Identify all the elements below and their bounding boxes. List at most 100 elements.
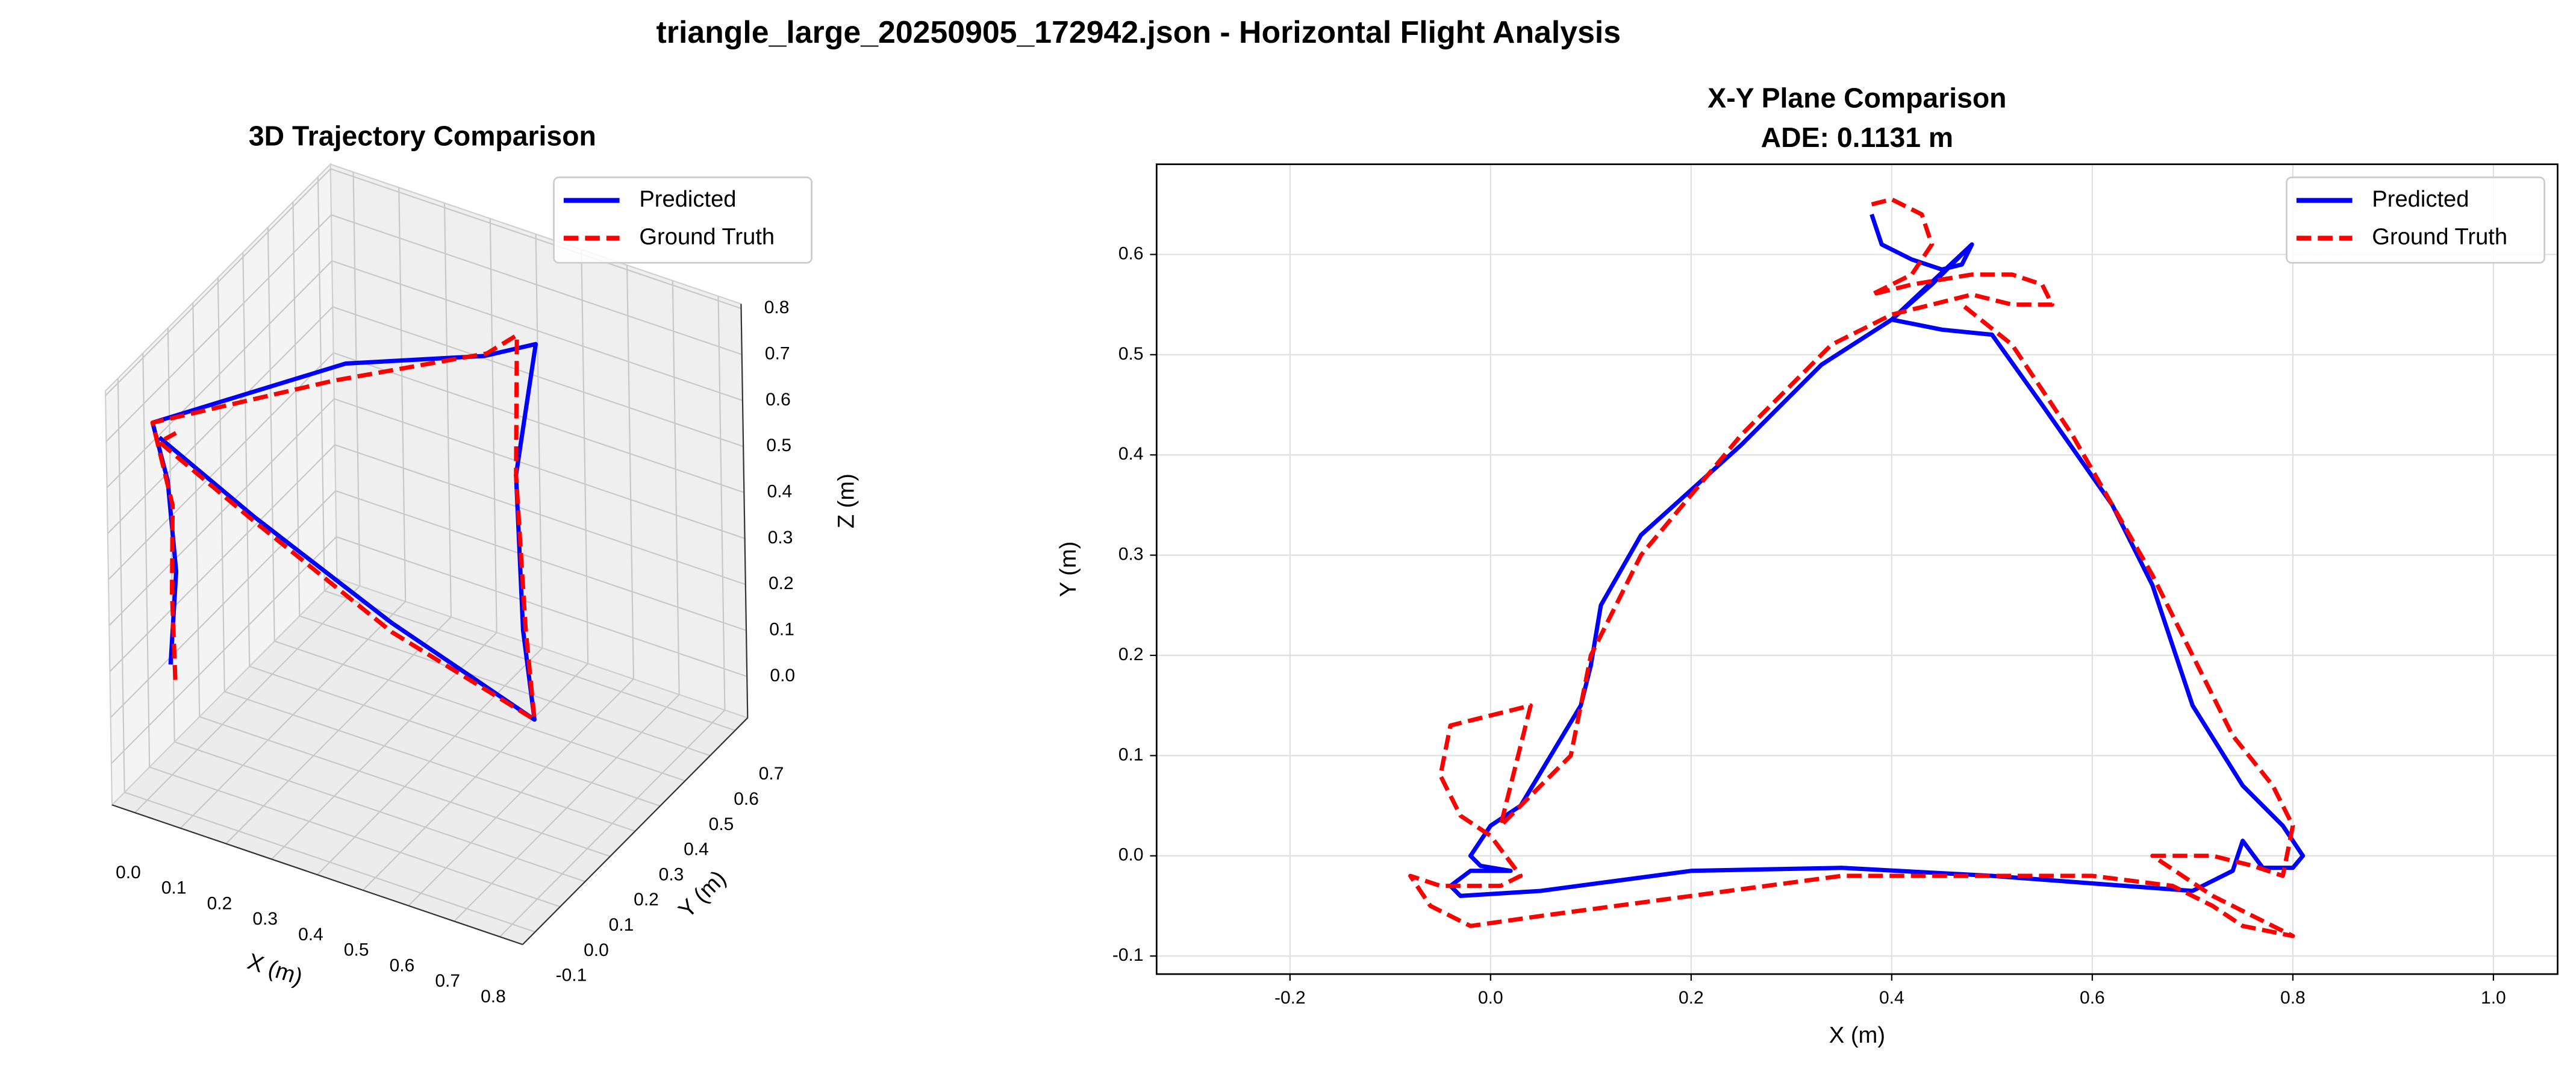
grid-line bbox=[174, 741, 585, 882]
grid-line bbox=[109, 444, 335, 672]
grid-line bbox=[672, 280, 680, 695]
x-tick-label: 0.0 bbox=[116, 863, 141, 882]
x-tick-label: 0.1 bbox=[161, 878, 187, 898]
y-tick-label: 0.2 bbox=[634, 890, 659, 910]
grid-line bbox=[443, 203, 452, 617]
grid-line bbox=[111, 536, 337, 764]
y-tick-label: -0.1 bbox=[556, 966, 587, 985]
x-tick-label: 0.8 bbox=[2280, 988, 2306, 1008]
z-tick-label: 0.6 bbox=[766, 390, 791, 410]
trajectory-line bbox=[1408, 197, 2295, 938]
legend-label: Ground Truth bbox=[2372, 223, 2507, 249]
plot-frame bbox=[1155, 163, 2559, 975]
grid-line bbox=[331, 214, 743, 355]
x-axis-label: X (m) bbox=[1829, 1022, 1885, 1048]
y-tick-label: 0.0 bbox=[584, 940, 609, 960]
grid-line bbox=[224, 691, 635, 832]
grid-line bbox=[335, 490, 747, 631]
axis-line bbox=[740, 304, 749, 718]
grid-line bbox=[142, 353, 151, 767]
z-tick-label: 0.4 bbox=[767, 481, 793, 501]
grid-line bbox=[105, 214, 332, 442]
z-tick-label: 0.8 bbox=[764, 298, 790, 317]
trajectory-line bbox=[150, 333, 537, 722]
grid-line bbox=[330, 168, 741, 310]
y-tick-label: -0.1 bbox=[1112, 945, 1144, 965]
axis-line bbox=[522, 717, 749, 945]
x-tick-label: -0.2 bbox=[1274, 988, 1306, 1008]
grid-line bbox=[108, 398, 335, 626]
grid-line bbox=[199, 716, 611, 857]
grid-line bbox=[274, 640, 685, 782]
grid-line bbox=[398, 187, 407, 602]
grid-line bbox=[489, 218, 497, 633]
y-tick-label: 0.0 bbox=[1118, 845, 1144, 865]
y-tick-label: 0.1 bbox=[609, 915, 634, 935]
z-tick-label: 0.2 bbox=[769, 573, 794, 593]
y-tick-label: 0.5 bbox=[709, 814, 734, 834]
y-tick-label: 0.3 bbox=[659, 864, 684, 884]
y-tick-label: 0.6 bbox=[1118, 243, 1144, 263]
y-tick-label: 0.4 bbox=[684, 840, 709, 860]
grid-line bbox=[331, 260, 743, 401]
grid-line bbox=[334, 444, 746, 585]
grid-line bbox=[299, 615, 711, 757]
legend-label: Predicted bbox=[2372, 186, 2469, 212]
grid-line bbox=[149, 766, 561, 908]
x-tick-label: 0.6 bbox=[2080, 988, 2105, 1008]
z-tick-label: 0.5 bbox=[766, 436, 791, 455]
y-tick-label: 0.2 bbox=[1118, 645, 1144, 664]
z-tick-label: 0.3 bbox=[768, 528, 793, 548]
z-tick-label: 0.1 bbox=[769, 620, 794, 640]
z-axis-label: Z (m) bbox=[834, 473, 859, 528]
grid-line bbox=[242, 252, 251, 667]
y-tick-label: 0.7 bbox=[759, 764, 784, 784]
y-tick-label: 0.3 bbox=[1118, 545, 1144, 564]
grid-line bbox=[192, 302, 201, 717]
grid-line bbox=[717, 296, 726, 710]
y-tick-label: 0.4 bbox=[1118, 444, 1144, 464]
x-tick-label: 0.4 bbox=[1879, 988, 1904, 1008]
x-tick-label: 0.0 bbox=[1478, 988, 1503, 1008]
legend-label: Ground Truth bbox=[639, 223, 775, 249]
y-axis-label: Y (m) bbox=[1055, 542, 1081, 598]
figure-title: triangle_large_20250905_172942.json - Ho… bbox=[656, 14, 1621, 49]
grid-line bbox=[334, 398, 745, 539]
x-tick-label: 0.7 bbox=[435, 971, 460, 991]
grid-line bbox=[333, 352, 744, 493]
x-tick-label: 0.2 bbox=[1679, 988, 1704, 1008]
grid-line bbox=[217, 277, 225, 692]
chart-title: X-Y Plane Comparison bbox=[1707, 83, 2006, 114]
y-tick-label: 0.6 bbox=[734, 789, 759, 809]
x-tick-label: 0.5 bbox=[344, 940, 369, 960]
grid-line bbox=[124, 792, 535, 933]
x-tick-label: 0.3 bbox=[252, 909, 278, 929]
x-tick-label: 0.6 bbox=[390, 955, 415, 975]
z-tick-label: 0.0 bbox=[770, 666, 795, 685]
y-tick-label: 0.1 bbox=[1118, 745, 1144, 764]
grid-line bbox=[267, 227, 275, 642]
grid-line bbox=[352, 172, 361, 586]
grid-line bbox=[336, 536, 747, 678]
grid-line bbox=[626, 265, 635, 679]
trajectory-line bbox=[1448, 213, 2306, 898]
x-tick-label: 0.2 bbox=[207, 893, 232, 913]
chart-title: 3D Trajectory Comparison bbox=[249, 120, 596, 151]
grid-line bbox=[107, 306, 334, 534]
grid-line bbox=[110, 490, 337, 718]
grid-line bbox=[581, 249, 589, 664]
y-tick-label: 0.5 bbox=[1118, 344, 1144, 364]
grid-line bbox=[105, 168, 331, 396]
x-tick-label: 1.0 bbox=[2481, 988, 2506, 1008]
z-tick-label: 0.7 bbox=[765, 343, 790, 363]
axis-line bbox=[111, 804, 523, 946]
grid-line bbox=[535, 234, 543, 648]
grid-line bbox=[332, 306, 744, 448]
grid-line bbox=[249, 666, 661, 807]
x-tick-label: 0.8 bbox=[481, 987, 506, 1007]
legend-label: Predicted bbox=[639, 186, 736, 212]
chart-subtitle: ADE: 0.1131 m bbox=[1761, 122, 1953, 153]
grid-line bbox=[292, 202, 301, 616]
x-tick-label: 0.4 bbox=[298, 925, 323, 945]
